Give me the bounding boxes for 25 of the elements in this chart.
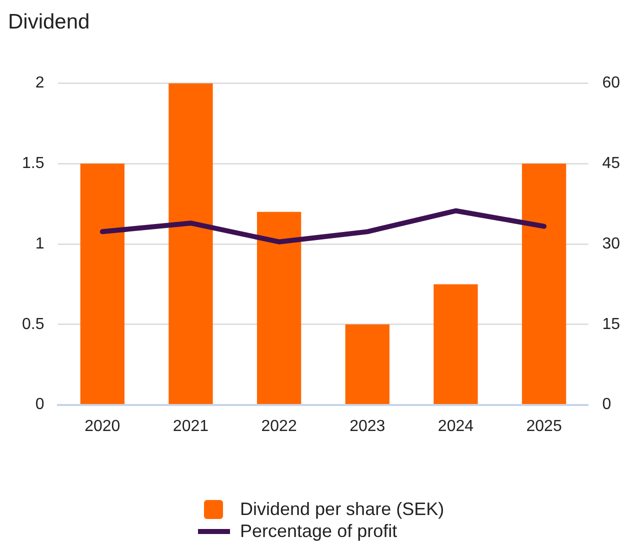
x-tick-label: 2025 — [526, 418, 562, 435]
x-tick-label: 2021 — [172, 418, 209, 435]
x-tick-label: 2023 — [350, 418, 386, 435]
chart-title: Dividend — [8, 10, 90, 34]
bar — [80, 164, 124, 404]
bar — [256, 212, 302, 404]
y-tick-label: 2 — [35, 74, 44, 92]
y2-tick-label: 30 — [602, 235, 620, 252]
bar — [522, 164, 566, 404]
x-tick-label: 2022 — [261, 418, 297, 435]
legend-label: Percentage of profit — [240, 520, 398, 541]
bar — [434, 284, 478, 404]
y2-tick-label: 15 — [602, 316, 620, 333]
y2-tick-label: 60 — [602, 74, 620, 92]
y-tick-label: 1 — [35, 235, 44, 252]
y-tick-label: 0.5 — [22, 316, 44, 333]
y-tick-label: 1.5 — [22, 155, 44, 172]
y2-tick-label: 0 — [602, 396, 612, 414]
y-tick-label: 0 — [35, 396, 44, 414]
legend-label: Dividend per share (SEK) — [240, 498, 444, 520]
y2-tick-label: 45 — [602, 155, 620, 172]
x-tick-label: 2020 — [84, 418, 120, 435]
bar — [345, 324, 390, 404]
x-tick-label: 2024 — [438, 418, 474, 435]
bar — [168, 83, 213, 404]
